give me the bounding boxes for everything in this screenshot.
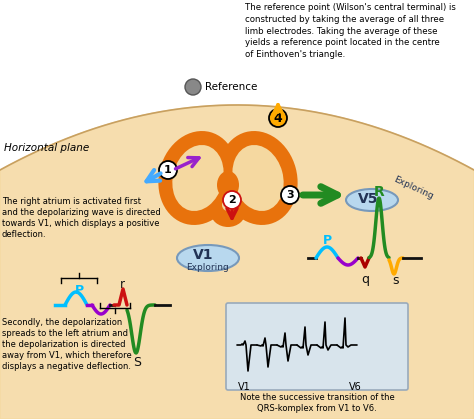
Ellipse shape <box>177 245 239 271</box>
Ellipse shape <box>217 171 239 199</box>
Text: V6: V6 <box>348 382 361 392</box>
Text: Note the successive transition of the
QRS-komplex from V1 to V6.: Note the successive transition of the QR… <box>240 393 394 413</box>
Text: Exploring: Exploring <box>187 264 229 272</box>
Text: V5: V5 <box>358 192 378 206</box>
Ellipse shape <box>210 197 246 227</box>
Text: 1: 1 <box>164 165 172 175</box>
Text: V1: V1 <box>237 382 250 392</box>
Text: Exploring: Exploring <box>392 175 435 201</box>
Ellipse shape <box>232 145 283 211</box>
Ellipse shape <box>158 131 237 225</box>
Text: q: q <box>361 274 369 287</box>
Text: The right atrium is activated first
and the depolarizing wave is directed
toward: The right atrium is activated first and … <box>2 197 161 239</box>
Text: V1: V1 <box>193 248 213 262</box>
Text: r: r <box>119 279 125 292</box>
Ellipse shape <box>346 189 398 211</box>
Text: R: R <box>374 185 384 199</box>
Text: 2: 2 <box>228 195 236 205</box>
Text: 3: 3 <box>286 190 294 200</box>
FancyBboxPatch shape <box>226 303 408 390</box>
Circle shape <box>223 191 241 209</box>
Circle shape <box>159 161 177 179</box>
Ellipse shape <box>173 145 224 211</box>
Ellipse shape <box>222 199 234 211</box>
Circle shape <box>269 109 287 127</box>
Text: Horizontal plane: Horizontal plane <box>4 143 89 153</box>
Text: Secondly, the depolarization
spreads to the left atrium and
the depolarization i: Secondly, the depolarization spreads to … <box>2 318 132 371</box>
Text: The reference point (Wilson's central terminal) is
constructed by taking the ave: The reference point (Wilson's central te… <box>245 3 456 59</box>
Circle shape <box>281 186 299 204</box>
Text: 4: 4 <box>273 111 283 124</box>
Circle shape <box>185 79 201 95</box>
Polygon shape <box>0 105 474 419</box>
Text: P: P <box>74 284 83 297</box>
Text: s: s <box>393 274 399 287</box>
Ellipse shape <box>219 131 298 225</box>
Text: Reference: Reference <box>205 82 257 92</box>
Text: P: P <box>323 233 332 246</box>
Text: S: S <box>133 355 141 368</box>
